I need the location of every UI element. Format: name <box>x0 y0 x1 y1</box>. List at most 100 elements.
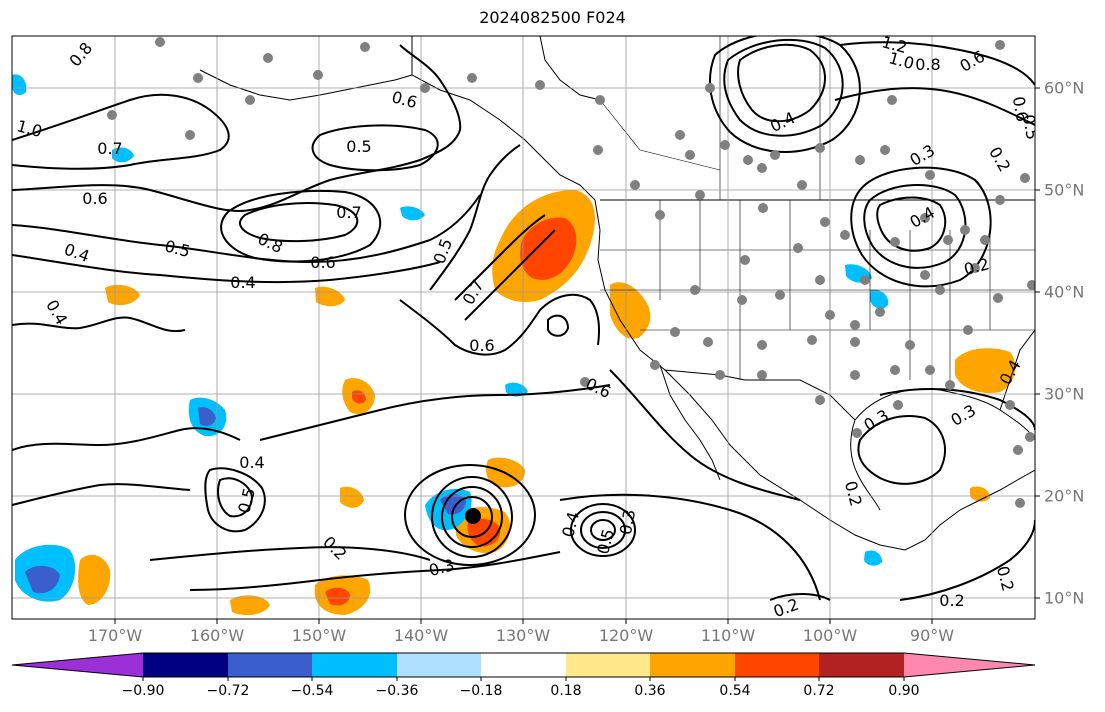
darkblue-fill-southwest <box>25 565 60 594</box>
station-dot <box>655 210 665 220</box>
contour-label: 0.6 <box>469 336 494 355</box>
station-dot <box>995 40 1005 50</box>
station-dot <box>860 275 870 285</box>
contour-line <box>217 477 254 518</box>
station-dot <box>793 243 803 253</box>
contour-line <box>204 467 266 533</box>
longitude-label: 150°W <box>291 626 347 645</box>
station-dot <box>757 340 767 350</box>
colorbar-swatch <box>650 653 735 677</box>
colorbar-swatch <box>566 653 650 677</box>
contour-line <box>570 503 636 557</box>
colorbar <box>11 652 1036 681</box>
darkblue-fill-hurricane <box>440 494 466 515</box>
station-dot <box>705 83 715 93</box>
station-dot <box>685 150 695 160</box>
station-dot <box>245 95 255 105</box>
blue-fill-plains-2 <box>870 289 889 309</box>
mexico-gulf-coast <box>850 419 881 511</box>
station-dot <box>263 53 273 63</box>
station-dot <box>720 140 730 150</box>
contour-line <box>259 384 611 441</box>
contour-line <box>863 184 967 269</box>
station-dot <box>690 285 700 295</box>
contour-label: 0.6 <box>1009 95 1032 123</box>
shaded-fills <box>12 74 1016 616</box>
station-dot <box>850 370 860 380</box>
contour-label: 0.3 <box>616 508 639 536</box>
station-dot <box>893 400 903 410</box>
latitude-label: 60°N <box>1044 78 1085 98</box>
gulf-coastline <box>854 388 1035 441</box>
longitude-label: 90°W <box>909 626 955 645</box>
station-dot <box>815 143 825 153</box>
colorbar-swatch <box>228 653 312 677</box>
station-dot <box>820 217 830 227</box>
station-dot <box>695 190 705 200</box>
colorbar-label: 0.18 <box>550 683 582 699</box>
contour-line <box>12 483 191 506</box>
station-dot <box>360 42 370 52</box>
contour-line <box>609 369 801 501</box>
blue-fill-west-edge <box>12 74 27 96</box>
longitude-label: 170°W <box>87 626 143 645</box>
station-dot <box>963 325 973 335</box>
orange-fill-south <box>78 554 111 605</box>
contour-line <box>189 551 561 591</box>
station-dots <box>107 37 1035 508</box>
station-dot <box>852 428 862 438</box>
orange-fill-small <box>340 486 364 508</box>
station-dot <box>925 365 935 375</box>
latitude-label: 10°N <box>1044 588 1085 608</box>
contour-lines <box>12 36 1035 601</box>
station-dot <box>970 263 980 273</box>
contour-line <box>723 38 844 137</box>
contour-line <box>464 229 556 321</box>
station-dot <box>890 237 900 247</box>
map-title: 2024082500 F024 <box>479 8 626 27</box>
station-dot <box>193 73 203 83</box>
contour-line <box>899 519 1035 601</box>
contour-line <box>239 202 359 243</box>
station-dot <box>807 335 817 345</box>
us-mexico-border <box>664 369 856 421</box>
orange-fill-california <box>610 282 651 339</box>
colorbar-label: −0.54 <box>290 683 334 699</box>
contour-line <box>441 486 503 548</box>
contour-line <box>12 93 230 170</box>
station-dot <box>905 340 915 350</box>
coastlines <box>199 36 1035 551</box>
contour-line <box>431 476 513 558</box>
station-dot <box>840 230 850 240</box>
contour-label: 0.5 <box>346 137 371 156</box>
blue-fill-north <box>400 206 425 221</box>
colorbar-label: 0.72 <box>803 683 835 699</box>
station-dot <box>650 360 660 370</box>
orange-fill-northwest <box>105 284 140 306</box>
station-dot <box>740 255 750 265</box>
darkblue-fill-central-west <box>198 407 216 426</box>
colorbar-label: −0.72 <box>206 683 250 699</box>
colorbar-swatch <box>819 653 904 677</box>
station-dot <box>535 80 545 90</box>
storm-center-marker <box>465 508 481 524</box>
contour-line <box>580 511 626 549</box>
station-dot <box>1013 445 1023 455</box>
station-dot <box>890 365 900 375</box>
contour-label: 0.8 <box>915 55 940 74</box>
station-dot <box>757 370 767 380</box>
contour-line <box>311 124 439 172</box>
station-dot <box>993 293 1003 303</box>
station-dot <box>580 377 590 387</box>
station-dot <box>980 235 990 245</box>
station-dot <box>595 95 605 105</box>
blue-fill-ocean <box>505 382 528 397</box>
contour-line <box>429 144 521 291</box>
contour-line <box>559 493 821 601</box>
station-dot <box>593 145 603 155</box>
station-dot <box>945 380 955 390</box>
colorbar-left-arrow <box>12 653 143 677</box>
longitude-label: 120°W <box>598 626 654 645</box>
contour-line <box>850 166 992 288</box>
